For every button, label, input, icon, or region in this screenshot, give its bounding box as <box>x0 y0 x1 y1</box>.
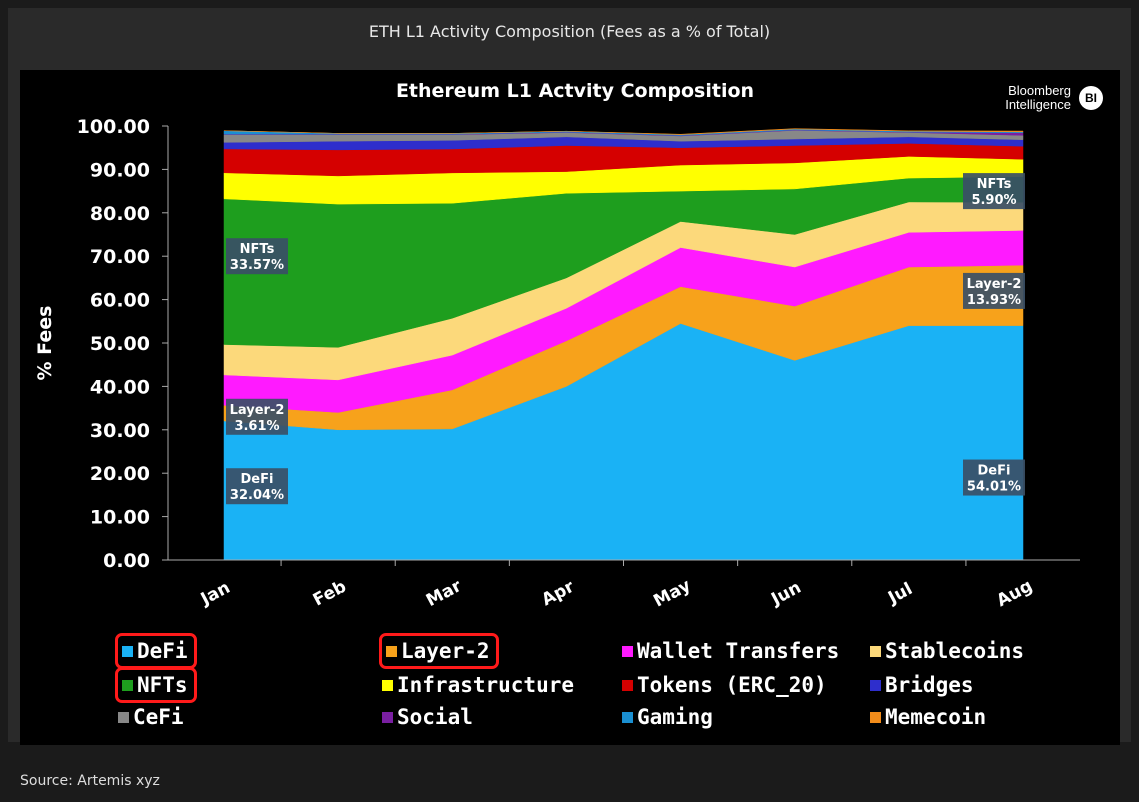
legend-swatch <box>622 711 633 723</box>
annotation-series-label: NFTs <box>240 242 275 257</box>
y-tick-label: 50.00 <box>90 333 150 355</box>
annotation-value-label: 33.57% <box>230 258 284 273</box>
legend-label: Bridges <box>885 673 974 697</box>
y-axis-label: % Fees <box>34 306 56 381</box>
annotation-value-label: 3.61% <box>234 419 279 434</box>
legend-item-layer-2: Layer-2 <box>379 633 499 669</box>
chart-title: Ethereum L1 Actvity Composition <box>396 80 754 102</box>
x-tick-label: Jan <box>197 578 234 610</box>
legend-item-bridges: Bridges <box>870 670 974 700</box>
annotation-box <box>226 238 288 275</box>
legend-swatch <box>122 679 133 691</box>
window-title: ETH L1 Activity Composition (Fees as a %… <box>8 8 1131 56</box>
y-tick-label: 70.00 <box>90 246 150 268</box>
legend-item-cefi: CeFi <box>118 702 184 732</box>
x-tick-label: Mar <box>423 576 465 611</box>
legend-label: DeFi <box>137 639 188 663</box>
annotation-series-label: DeFi <box>978 464 1011 479</box>
bloomberg-intelligence-logo: Bloomberg Intelligence BI <box>1005 84 1103 112</box>
brand-line-2: Intelligence <box>1005 97 1071 112</box>
legend-swatch <box>870 711 881 723</box>
annotation-series-label: NFTs <box>977 177 1012 192</box>
annotation-layer-2-aug: Layer-213.93% <box>963 272 1025 309</box>
legend-item-tokens-erc-20-: Tokens (ERC_20) <box>622 670 827 700</box>
y-tick-label: 0.00 <box>103 550 150 572</box>
legend-swatch <box>870 645 881 657</box>
legend-item-social: Social <box>382 702 473 732</box>
annotation-series-label: Layer-2 <box>967 277 1022 292</box>
area-memecoin <box>223 128 1024 135</box>
x-tick-label: Aug <box>993 576 1035 611</box>
legend-item-gaming: Gaming <box>622 702 713 732</box>
x-tick-label: Jul <box>884 579 916 609</box>
legend-swatch <box>386 645 397 657</box>
annotation-value-label: 5.90% <box>971 193 1016 208</box>
legend-swatch <box>622 679 633 691</box>
legend-item-defi: DeFi <box>115 633 197 669</box>
y-tick-label: 60.00 <box>90 290 150 312</box>
legend-label: Social <box>397 705 473 729</box>
annotation-box <box>963 459 1025 496</box>
annotation-box <box>226 398 288 435</box>
x-tick-label: Feb <box>310 577 350 611</box>
legend-label: Tokens (ERC_20) <box>637 673 827 697</box>
legend-item-nfts: NFTs <box>115 667 197 703</box>
annotation-value-label: 54.01% <box>967 480 1021 495</box>
annotation-box <box>963 173 1025 210</box>
x-tick-label: May <box>650 576 694 612</box>
annotation-box <box>226 468 288 505</box>
legend-label: Infrastructure <box>397 673 575 697</box>
legend-label: Gaming <box>637 705 713 729</box>
annotation-series-label: DeFi <box>241 472 274 487</box>
legend-swatch <box>382 711 393 723</box>
legend-swatch <box>382 679 393 691</box>
legend-item-memecoin: Memecoin <box>870 702 986 732</box>
legend-item-infrastructure: Infrastructure <box>382 670 574 700</box>
y-tick-label: 100.00 <box>77 116 150 138</box>
annotation-box <box>963 272 1025 309</box>
y-tick-label: 30.00 <box>90 420 150 442</box>
legend-item-stablecoins: Stablecoins <box>870 636 1024 666</box>
annotation-layer-2-jan: Layer-23.61% <box>226 398 288 435</box>
x-tick-label: Jun <box>767 578 804 610</box>
legend-swatch <box>622 645 633 657</box>
y-tick-label: 80.00 <box>90 203 150 225</box>
legend-label: Stablecoins <box>885 639 1025 663</box>
legend-label: CeFi <box>133 705 184 729</box>
chart-legend: DeFi Layer-2 Wallet Transfers Stablecoins NF… <box>110 633 1070 738</box>
legend-label: NFTs <box>137 673 188 697</box>
y-tick-label: 10.00 <box>90 507 150 529</box>
source-note: Source: Artemis xyz <box>0 760 1139 802</box>
legend-label: Wallet Transfers <box>637 639 840 663</box>
legend-label: Memecoin <box>885 705 987 729</box>
legend-swatch <box>122 645 133 657</box>
brand-line-1: Bloomberg <box>1008 83 1071 98</box>
legend-swatch <box>118 711 129 723</box>
x-tick-label: Apr <box>539 577 579 611</box>
annotation-value-label: 13.93% <box>967 293 1021 308</box>
y-tick-label: 90.00 <box>90 159 150 181</box>
legend-item-wallet-transfers: Wallet Transfers <box>622 636 839 666</box>
stacked-area-chart: Ethereum L1 Actvity Composition % Fees 0.0… <box>34 80 1080 612</box>
brand-text: Bloomberg Intelligence <box>1005 84 1071 112</box>
annotation-value-label: 32.04% <box>230 488 284 503</box>
y-tick-label: 20.00 <box>90 463 150 485</box>
annotation-series-label: Layer-2 <box>230 403 285 418</box>
legend-label: Layer-2 <box>401 639 490 663</box>
legend-swatch <box>870 679 881 691</box>
y-tick-label: 40.00 <box>90 376 150 398</box>
bi-badge-icon: BI <box>1079 86 1103 110</box>
